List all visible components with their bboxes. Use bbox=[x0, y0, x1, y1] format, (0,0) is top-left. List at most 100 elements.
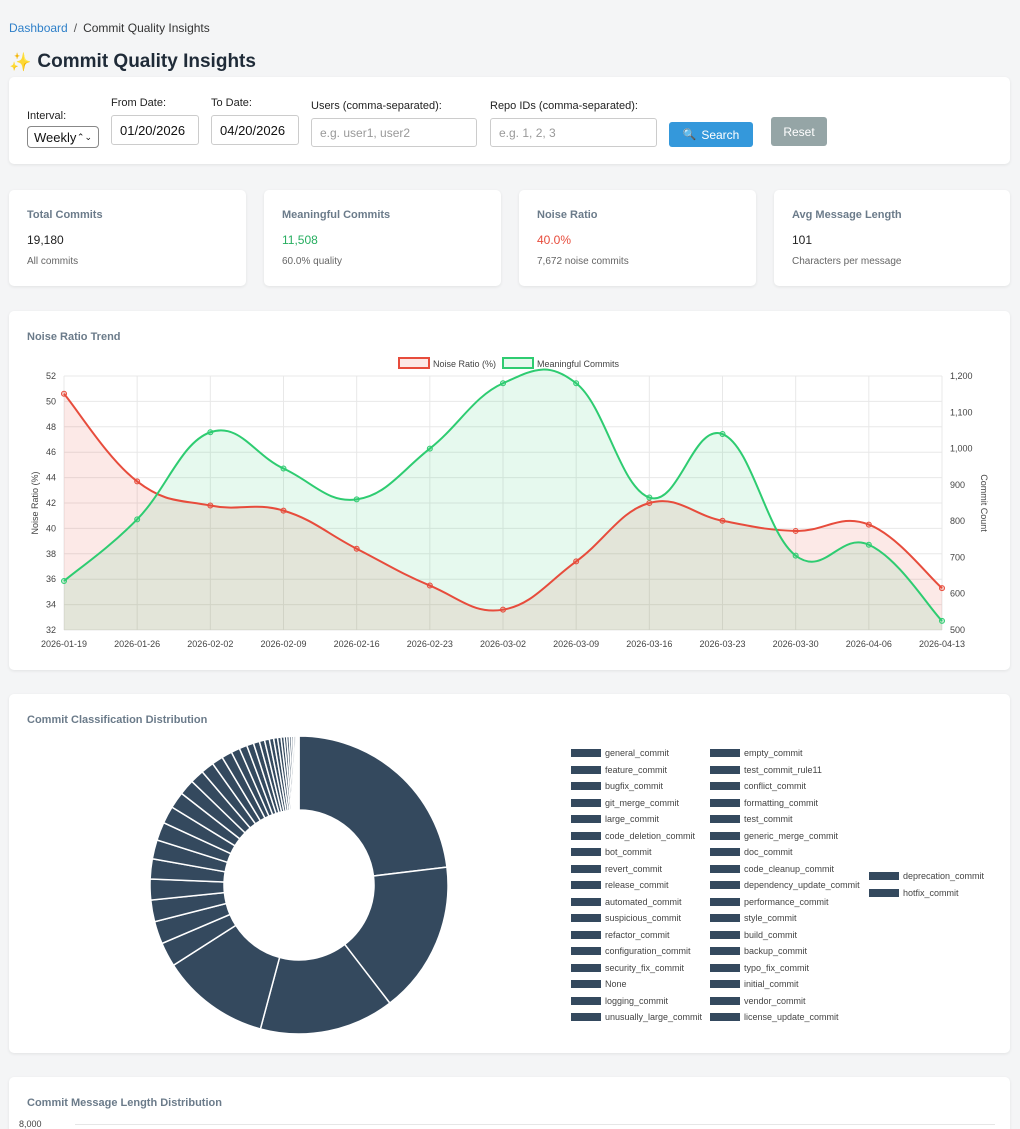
legend-item-revert_commit[interactable]: revert_commit bbox=[571, 863, 662, 875]
to-date-input[interactable]: 04/20/2026 bbox=[211, 115, 299, 145]
legend-swatch bbox=[571, 881, 601, 889]
legend-item-backup_commit[interactable]: backup_commit bbox=[710, 945, 807, 957]
legend-label: security_fix_commit bbox=[605, 962, 685, 973]
stat-value: 19,180 bbox=[27, 233, 64, 247]
legend-item-automated_commit[interactable]: automated_commit bbox=[571, 896, 682, 908]
legend-item-refactor_commit[interactable]: refactor_commit bbox=[571, 929, 670, 941]
x-tick-label: 2026-02-23 bbox=[407, 639, 453, 649]
legend-item-performance_commit[interactable]: performance_commit bbox=[710, 896, 829, 908]
legend-item-formatting_commit[interactable]: formatting_commit bbox=[710, 797, 818, 809]
legend-label: bot_commit bbox=[605, 847, 652, 857]
legend-swatch bbox=[571, 930, 601, 939]
noise-ratio-point bbox=[353, 545, 360, 552]
legend-swatch bbox=[571, 749, 601, 757]
reset-button[interactable]: Reset bbox=[771, 117, 827, 146]
legend-label: test_commit_rule11 bbox=[744, 764, 822, 775]
y-left-tick-label: 36 bbox=[46, 574, 56, 584]
length-chart-y-tick: 8,000 bbox=[19, 1119, 42, 1129]
legend-label: automated_commit bbox=[605, 896, 682, 907]
legend-label: build_commit bbox=[744, 929, 798, 940]
legend-item-doc_commit[interactable]: doc_commit bbox=[710, 846, 793, 858]
legend-swatch bbox=[571, 782, 601, 790]
meaningful-commits-point bbox=[353, 496, 360, 503]
legend-swatch bbox=[710, 782, 740, 790]
legend-item-vendor_commit[interactable]: vendor_commit bbox=[710, 995, 806, 1007]
interval-select[interactable]: Weekly ⌃⌄ bbox=[27, 126, 99, 148]
legend-item-test_commit[interactable]: test_commit bbox=[710, 813, 793, 825]
y-right-tick-label: 900 bbox=[950, 480, 965, 490]
legend-item-empty_commit[interactable]: empty_commit bbox=[710, 747, 803, 759]
legend-item-initial_commit[interactable]: initial_commit bbox=[710, 978, 799, 990]
legend-swatch bbox=[710, 749, 740, 757]
legend-item-logging_commit[interactable]: logging_commit bbox=[571, 995, 668, 1007]
legend-label: bugfix_commit bbox=[605, 781, 664, 791]
legend-swatch bbox=[571, 947, 601, 955]
legend-item-git_merge_commit[interactable]: git_merge_commit bbox=[571, 797, 679, 809]
users-label: Users (comma-separated): bbox=[311, 100, 442, 112]
x-tick-label: 2026-03-30 bbox=[773, 639, 819, 649]
legend-item-build_commit[interactable]: build_commit bbox=[710, 929, 797, 941]
y-left-tick-label: 34 bbox=[46, 600, 56, 610]
legend-item-test_commit_rule11[interactable]: test_commit_rule11 bbox=[710, 764, 822, 776]
legend-swatch bbox=[710, 815, 740, 823]
distribution-chart-title: Commit Classification Distribution bbox=[27, 714, 208, 726]
legend-item-large_commit[interactable]: large_commit bbox=[571, 813, 659, 825]
stat-card-total-commits: Total Commits 19,180 All commits bbox=[9, 190, 246, 286]
legend-label: doc_commit bbox=[744, 847, 793, 857]
legend-item-conflict_commit[interactable]: conflict_commit bbox=[710, 780, 806, 792]
legend-label: git_merge_commit bbox=[605, 797, 680, 808]
legend-swatch bbox=[710, 831, 740, 840]
meaningful-commits-point bbox=[573, 380, 580, 387]
legend-item-bot_commit[interactable]: bot_commit bbox=[571, 846, 652, 858]
y-right-tick-label: 1,000 bbox=[950, 444, 973, 454]
legend-swatch bbox=[571, 1013, 601, 1021]
noise-ratio-point bbox=[207, 502, 214, 509]
noise-ratio-trend-card: Noise Ratio Trend 32 34 36 38 40 42 44 46 48 50 52… bbox=[9, 311, 1010, 670]
meaningful-commits-point bbox=[207, 429, 214, 436]
legend-item-deprecation_commit[interactable]: deprecation_commit bbox=[869, 870, 984, 882]
repo-ids-input[interactable]: e.g. 1, 2, 3 bbox=[490, 118, 657, 147]
noise-ratio-point bbox=[573, 558, 580, 565]
legend-item-dependency_update_commit[interactable]: dependency_update_commit bbox=[710, 879, 860, 891]
legend-item-bugfix_commit[interactable]: bugfix_commit bbox=[571, 780, 663, 792]
legend-item-None[interactable]: None bbox=[571, 978, 627, 990]
legend-swatch bbox=[710, 798, 740, 807]
legend-label: license_update_commit bbox=[744, 1012, 839, 1022]
legend-swatch bbox=[710, 848, 740, 856]
legend-item-generic_merge_commit[interactable]: generic_merge_commit bbox=[710, 830, 838, 842]
legend-item-release_commit[interactable]: release_commit bbox=[571, 879, 669, 891]
users-input[interactable]: e.g. user1, user2 bbox=[311, 118, 477, 147]
classification-distribution-card: Commit Classification Distribution gener… bbox=[9, 694, 1010, 1053]
meaningful-commits-point bbox=[280, 465, 287, 472]
legend-swatch bbox=[710, 864, 740, 873]
legend-swatch-meaningful bbox=[502, 357, 534, 369]
y-left-tick-label: 40 bbox=[46, 523, 56, 533]
legend-item-feature_commit[interactable]: feature_commit bbox=[571, 764, 667, 776]
legend-item-configuration_commit[interactable]: configuration_commit bbox=[571, 945, 691, 957]
x-tick-label: 2026-03-16 bbox=[626, 639, 672, 649]
legend-label: refactor_commit bbox=[605, 929, 670, 940]
meaningful-commits-point bbox=[719, 431, 726, 438]
legend-swatch bbox=[710, 947, 740, 955]
noise-ratio-line bbox=[63, 393, 943, 612]
legend-label: suspicious_commit bbox=[605, 913, 682, 923]
legend-item-license_update_commit[interactable]: license_update_commit bbox=[710, 1011, 839, 1023]
legend-item-suspicious_commit[interactable]: suspicious_commit bbox=[571, 912, 681, 924]
legend-label: initial_commit bbox=[744, 979, 799, 989]
meaningful-commits-point bbox=[134, 516, 141, 523]
legend-swatch bbox=[571, 848, 601, 856]
legend-item-code_deletion_commit[interactable]: code_deletion_commit bbox=[571, 830, 695, 842]
legend-item-hotfix_commit[interactable]: hotfix_commit bbox=[869, 887, 959, 899]
from-date-input[interactable]: 01/20/2026 bbox=[111, 115, 199, 145]
breadcrumb-dashboard-link[interactable]: Dashboard bbox=[9, 21, 68, 35]
legend-item-style_commit[interactable]: style_commit bbox=[710, 912, 797, 924]
legend-item-code_cleanup_commit[interactable]: code_cleanup_commit bbox=[710, 863, 834, 875]
legend-item-unusually_large_commit[interactable]: unusually_large_commit bbox=[571, 1011, 702, 1023]
legend-item-security_fix_commit[interactable]: security_fix_commit bbox=[571, 962, 684, 974]
legend-swatch bbox=[571, 996, 601, 1005]
search-button[interactable]: 🔍 Search bbox=[669, 122, 753, 147]
page-title-text: Commit Quality Insights bbox=[37, 51, 256, 72]
meaningful-commits-area bbox=[64, 369, 942, 630]
legend-item-typo_fix_commit[interactable]: typo_fix_commit bbox=[710, 962, 809, 974]
legend-item-general_commit[interactable]: general_commit bbox=[571, 747, 669, 759]
